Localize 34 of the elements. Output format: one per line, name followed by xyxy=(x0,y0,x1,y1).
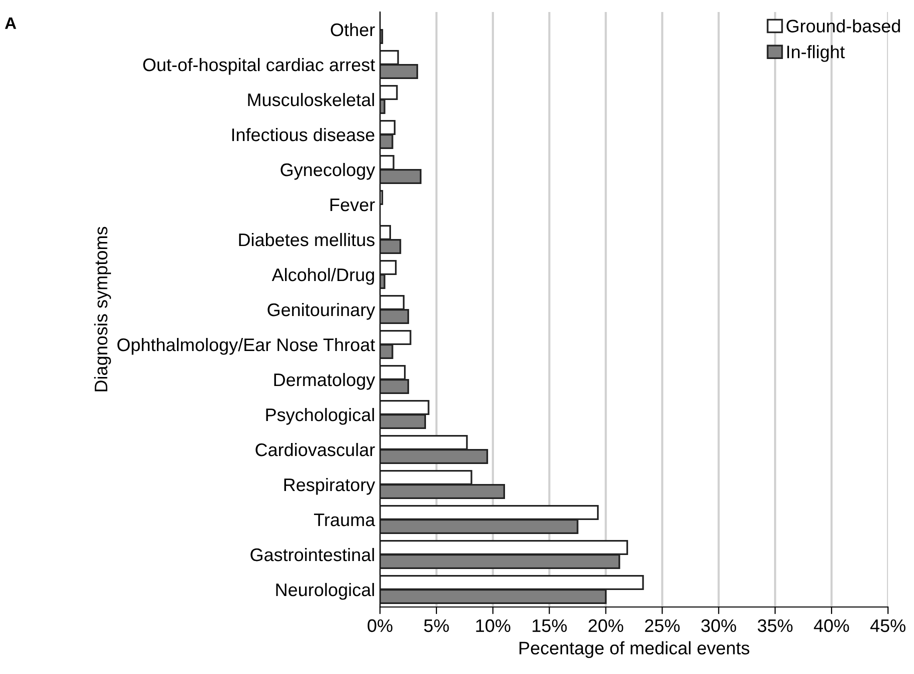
y-tick-label: Genitourinary xyxy=(268,302,376,320)
x-tick-label: 40% xyxy=(814,619,849,632)
x-tick-label: 20% xyxy=(588,619,624,632)
y-tick-label: Cardiovascular xyxy=(256,442,375,456)
y-tick-label: Gastrointestinal xyxy=(250,548,374,562)
y-tick-label: Gynecology xyxy=(280,162,376,180)
y-tick-label: Fever xyxy=(330,198,375,212)
bar xyxy=(380,29,384,44)
y-tick-label: Dermatology xyxy=(274,372,376,390)
y-tick-label: Out-of-hospital cardiac arrest xyxy=(143,58,376,75)
y-tick-label: Neurological xyxy=(276,582,374,600)
x-axis-title: Pecentage of medical events xyxy=(520,641,750,658)
x-tick-label: 5% xyxy=(424,619,449,632)
y-tick-label: Respiratory xyxy=(284,478,376,495)
y-tick-label: Alcohol/Drug xyxy=(272,268,374,285)
x-tick-label: 35% xyxy=(758,619,793,632)
legend-label: In-flight xyxy=(787,45,845,62)
y-axis-title: Diagnosis symptoms xyxy=(94,226,111,392)
y-tick-label: Psychological xyxy=(266,408,374,425)
y-tick-label: Diabetes mellitus xyxy=(239,232,374,246)
legend-label: Ground-based xyxy=(786,19,900,32)
x-tick-label: 0% xyxy=(368,619,392,632)
x-tick-label: 15% xyxy=(532,619,567,632)
y-tick-label: Musculoskeletal xyxy=(248,92,374,106)
y-tick-label: Ophthalmology/Ear Nose Throat xyxy=(117,338,376,355)
x-tick-label: 25% xyxy=(645,619,680,632)
x-tick-label: 45% xyxy=(870,619,906,632)
x-tick-label: 30% xyxy=(701,619,736,632)
x-tick-label: 10% xyxy=(476,619,510,632)
y-tick-label: Infectious disease xyxy=(232,128,374,142)
y-tick-label: Trauma xyxy=(314,514,376,526)
text: A xyxy=(4,17,16,29)
bar xyxy=(380,190,384,205)
y-tick-label: Other xyxy=(330,22,375,36)
